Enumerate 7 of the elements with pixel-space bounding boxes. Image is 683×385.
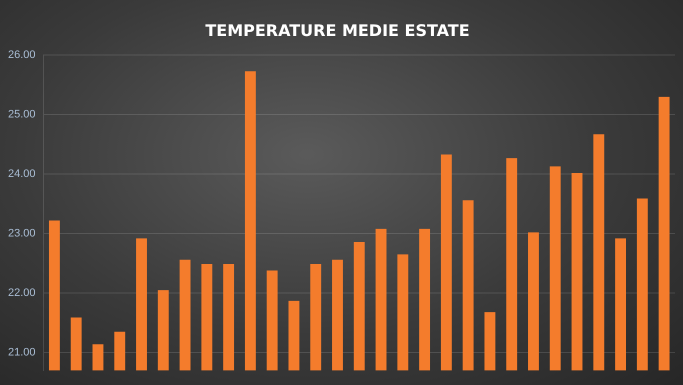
chart-title: TEMPERATURE MEDIE ESTATE <box>205 20 470 40</box>
y-tick-label: 26.00 <box>8 49 36 62</box>
y-tick-label: 25.00 <box>8 108 36 121</box>
y-tick-label: 21.00 <box>8 346 36 359</box>
y-tick-label: 23.00 <box>8 228 36 240</box>
y-tick-label: 22.00 <box>8 287 36 300</box>
y-tick-label: 24.00 <box>8 168 36 180</box>
